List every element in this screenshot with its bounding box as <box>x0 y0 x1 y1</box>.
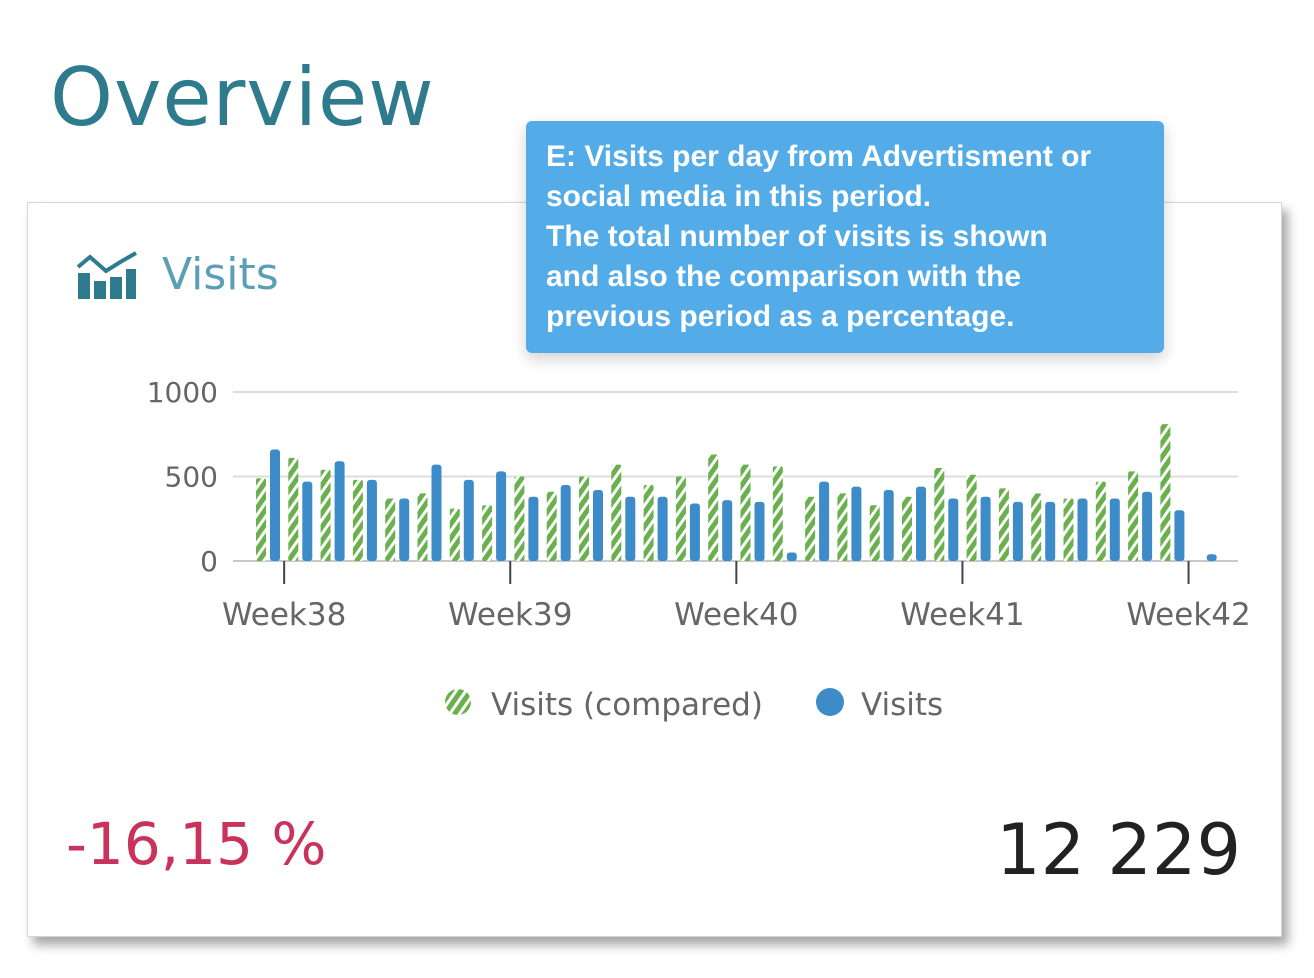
legend-swatch-visits <box>816 688 844 716</box>
legend-label-visits: Visits <box>861 687 943 723</box>
bar-visits <box>657 496 668 561</box>
bar-visits <box>625 496 636 561</box>
tooltip-line: social media in this period. <box>546 180 932 213</box>
bar-compared <box>611 464 622 561</box>
legend-item-visits[interactable]: Visits <box>816 687 943 723</box>
x-tick-label: Week38 <box>222 597 346 633</box>
legend-item-compared[interactable]: Visits (compared) <box>445 687 763 723</box>
bar-visits <box>399 498 410 561</box>
total-visits: 12 229 <box>996 809 1241 891</box>
bar-compared <box>256 478 266 561</box>
bar-visits <box>1142 491 1153 561</box>
bar-visits <box>1174 510 1185 561</box>
bar-compared <box>708 454 719 561</box>
bar-visits <box>689 503 700 561</box>
bar-compared <box>966 474 977 561</box>
bar-visits <box>722 500 733 561</box>
bar-visits <box>496 471 507 561</box>
y-tick-label: 0 <box>200 545 218 578</box>
bar-compared <box>675 476 686 561</box>
bar-visits <box>1206 554 1217 561</box>
bar-compared <box>482 505 493 561</box>
bar-compared <box>1128 471 1139 561</box>
percent-change: -16,15 % <box>66 810 327 878</box>
tooltip-line: and also the comparison with the <box>546 260 1022 293</box>
bar-visits <box>1045 501 1056 561</box>
bar-compared <box>902 496 912 561</box>
bar-visits <box>851 486 862 561</box>
bar-compared <box>417 493 428 561</box>
x-tick-label: Week42 <box>1126 597 1250 633</box>
bar-compared <box>449 508 460 561</box>
bar-visits <box>1077 498 1088 561</box>
bar-visits <box>431 464 442 561</box>
bar-compared <box>740 464 751 561</box>
x-tick-label: Week41 <box>900 597 1024 633</box>
bar-visits <box>270 449 280 561</box>
bar-compared <box>837 493 848 561</box>
bar-compared <box>514 476 525 561</box>
bar-compared <box>1063 498 1074 561</box>
x-tick-label: Week39 <box>448 597 572 633</box>
bar-visits <box>883 490 894 561</box>
bar-visits <box>786 552 797 561</box>
bar-compared <box>805 496 816 561</box>
bar-visits <box>334 461 345 561</box>
legend-label-compared: Visits (compared) <box>491 687 763 723</box>
bar-compared <box>998 488 1009 561</box>
bar-compared <box>869 505 880 561</box>
bar-visits <box>302 481 313 561</box>
bar-compared <box>546 491 557 561</box>
bar-visits <box>528 496 539 561</box>
bar-compared <box>352 479 363 561</box>
bar-visits <box>1109 498 1120 561</box>
bar-visits <box>1012 501 1023 561</box>
bar-visits <box>463 479 474 561</box>
card-header: Visits <box>76 251 279 299</box>
bar-compared <box>288 457 299 561</box>
tooltip-line: E: Visits per day from Advertisment or <box>546 140 1092 173</box>
bar-line-chart-icon <box>76 251 137 299</box>
legend-swatch-compared <box>445 689 471 715</box>
bar-compared <box>1031 493 1042 561</box>
bar-visits <box>560 484 571 561</box>
bar-compared <box>579 476 589 561</box>
tooltip-line: previous period as a percentage. <box>546 300 1015 333</box>
y-tick-label: 1000 <box>147 376 218 409</box>
bar-compared <box>1160 424 1171 561</box>
chart-legend: Visits (compared) Visits <box>445 687 943 723</box>
y-tick-label: 500 <box>165 461 218 494</box>
bar-visits <box>819 481 830 561</box>
info-tooltip: E: Visits per day from Advertisment or s… <box>526 121 1164 353</box>
card-title: Visits <box>162 249 279 300</box>
bar-visits <box>948 498 959 561</box>
bar-visits <box>593 490 603 561</box>
bar-compared <box>934 468 945 561</box>
bar-visits <box>366 479 377 561</box>
tooltip-line: The total number of visits is shown <box>546 220 1048 253</box>
bar-visits <box>980 496 991 561</box>
bar-compared <box>320 469 331 561</box>
page-title: Overview <box>50 51 435 144</box>
bar-compared <box>772 466 783 561</box>
x-tick-label: Week40 <box>674 597 798 633</box>
bar-visits <box>916 486 926 561</box>
bar-compared <box>385 498 396 561</box>
bar-visits <box>754 501 765 561</box>
bar-compared <box>1095 481 1106 561</box>
bar-compared <box>643 484 654 561</box>
